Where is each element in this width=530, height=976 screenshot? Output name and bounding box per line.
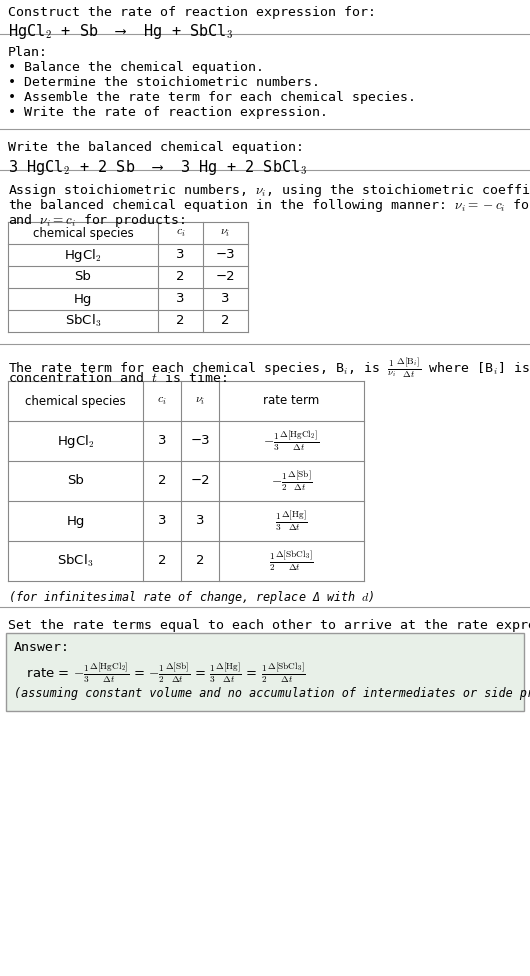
- Text: 2: 2: [221, 314, 229, 328]
- Text: • Determine the stoichiometric numbers.: • Determine the stoichiometric numbers.: [8, 76, 320, 89]
- Text: 2: 2: [158, 554, 166, 567]
- Text: 3: 3: [221, 293, 229, 305]
- Text: Sb: Sb: [75, 270, 92, 283]
- Text: $\frac{1}{3}\frac{\Delta[\mathrm{Hg}]}{\Delta t}$: $\frac{1}{3}\frac{\Delta[\mathrm{Hg}]}{\…: [275, 508, 308, 533]
- Text: SbCl$_3$: SbCl$_3$: [57, 552, 94, 569]
- Text: 3: 3: [158, 514, 166, 527]
- Text: 3: 3: [176, 249, 185, 262]
- Text: the balanced chemical equation in the following manner: $\nu_i = -c_i$ for react: the balanced chemical equation in the fo…: [8, 197, 530, 214]
- Text: −3: −3: [190, 434, 210, 448]
- Text: and $\nu_i = c_i$ for products:: and $\nu_i = c_i$ for products:: [8, 212, 185, 229]
- Text: • Balance the chemical equation.: • Balance the chemical equation.: [8, 61, 264, 74]
- Text: 3 HgCl$_2$ + 2 Sb  ⟶  3 Hg + 2 SbCl$_3$: 3 HgCl$_2$ + 2 Sb ⟶ 3 Hg + 2 SbCl$_3$: [8, 158, 307, 177]
- Text: (assuming constant volume and no accumulation of intermediates or side products): (assuming constant volume and no accumul…: [14, 687, 530, 700]
- Text: rate = $-\frac{1}{3}\frac{\Delta[\mathrm{HgCl_2}]}{\Delta t}$ = $-\frac{1}{2}\fr: rate = $-\frac{1}{3}\frac{\Delta[\mathrm…: [14, 661, 306, 685]
- Text: Answer:: Answer:: [14, 641, 70, 654]
- FancyBboxPatch shape: [6, 633, 524, 711]
- Text: 2: 2: [176, 314, 185, 328]
- Text: • Write the rate of reaction expression.: • Write the rate of reaction expression.: [8, 106, 328, 119]
- Text: Write the balanced chemical equation:: Write the balanced chemical equation:: [8, 141, 304, 154]
- Text: (for infinitesimal rate of change, replace Δ with $d$): (for infinitesimal rate of change, repla…: [8, 589, 375, 606]
- Text: $\nu_i$: $\nu_i$: [220, 226, 231, 239]
- Text: Hg: Hg: [74, 293, 92, 305]
- Text: Hg: Hg: [66, 514, 85, 527]
- Text: $\frac{1}{2}\frac{\Delta[\mathrm{SbCl_3}]}{\Delta t}$: $\frac{1}{2}\frac{\Delta[\mathrm{SbCl_3}…: [269, 549, 314, 573]
- Text: concentration and $t$ is time:: concentration and $t$ is time:: [8, 371, 227, 385]
- Text: −2: −2: [190, 474, 210, 487]
- Text: −2: −2: [216, 270, 235, 283]
- Text: • Assemble the rate term for each chemical species.: • Assemble the rate term for each chemic…: [8, 91, 416, 104]
- Text: $-\frac{1}{3}\frac{\Delta[\mathrm{HgCl_2}]}{\Delta t}$: $-\frac{1}{3}\frac{\Delta[\mathrm{HgCl_2…: [263, 428, 320, 453]
- Text: SbCl$_3$: SbCl$_3$: [65, 313, 101, 329]
- Text: $c_i$: $c_i$: [157, 394, 167, 408]
- Text: HgCl$_2$: HgCl$_2$: [57, 432, 94, 450]
- Text: Plan:: Plan:: [8, 46, 48, 59]
- Text: 2: 2: [158, 474, 166, 487]
- Text: $c_i$: $c_i$: [176, 226, 186, 239]
- Text: Construct the rate of reaction expression for:: Construct the rate of reaction expressio…: [8, 6, 376, 19]
- Text: chemical species: chemical species: [25, 394, 126, 408]
- Text: chemical species: chemical species: [33, 226, 134, 239]
- Text: Sb: Sb: [67, 474, 84, 487]
- Text: 3: 3: [176, 293, 185, 305]
- Text: −3: −3: [216, 249, 235, 262]
- Text: Set the rate terms equal to each other to arrive at the rate expression:: Set the rate terms equal to each other t…: [8, 619, 530, 632]
- Text: HgCl$_2$ + Sb  ⟶  Hg + SbCl$_3$: HgCl$_2$ + Sb ⟶ Hg + SbCl$_3$: [8, 22, 234, 41]
- Text: 2: 2: [196, 554, 204, 567]
- Text: 3: 3: [158, 434, 166, 448]
- Text: $-\frac{1}{2}\frac{\Delta[\mathrm{Sb}]}{\Delta t}$: $-\frac{1}{2}\frac{\Delta[\mathrm{Sb}]}{…: [271, 468, 312, 493]
- Text: Assign stoichiometric numbers, $\nu_i$, using the stoichiometric coefficients, $: Assign stoichiometric numbers, $\nu_i$, …: [8, 182, 530, 199]
- Text: The rate term for each chemical species, B$_i$, is $\frac{1}{\nu_i}\frac{\Delta[: The rate term for each chemical species,…: [8, 356, 530, 381]
- Text: rate term: rate term: [263, 394, 320, 408]
- Text: 2: 2: [176, 270, 185, 283]
- Text: $\nu_i$: $\nu_i$: [195, 394, 205, 408]
- Text: HgCl$_2$: HgCl$_2$: [64, 247, 102, 264]
- Text: 3: 3: [196, 514, 204, 527]
